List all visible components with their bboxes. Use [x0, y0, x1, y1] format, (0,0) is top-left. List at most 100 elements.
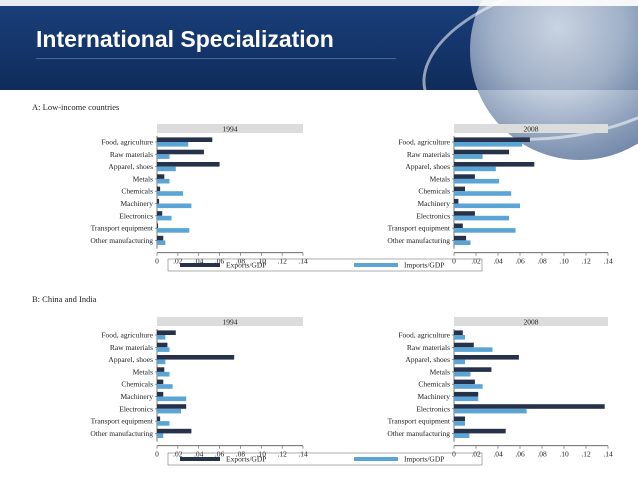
- category-label: Machinery: [418, 392, 451, 401]
- bar-exports: [454, 379, 475, 385]
- bar-exports: [454, 235, 467, 241]
- bar-imports: [157, 371, 170, 377]
- bar-imports: [157, 433, 164, 438]
- bar-exports: [157, 174, 165, 179]
- legend-label-imports: Imports/GDP: [404, 455, 444, 464]
- bar-imports: [157, 384, 173, 389]
- bar-imports: [157, 178, 170, 184]
- x-tick-label: .14: [603, 257, 613, 266]
- x-tick-label: .06: [515, 257, 525, 266]
- x-tick-label: .04: [194, 450, 204, 459]
- bar-imports: [454, 359, 465, 365]
- bar-exports: [454, 342, 474, 348]
- x-tick-label: .10: [257, 257, 267, 266]
- bar-imports: [454, 371, 471, 377]
- category-label: Food, agriculture: [101, 331, 153, 340]
- bar-exports: [454, 428, 506, 434]
- category-label: Raw materials: [407, 343, 450, 352]
- bar-exports: [454, 391, 479, 397]
- x-tick-label: .10: [257, 450, 267, 459]
- bar-imports: [454, 178, 500, 184]
- x-tick-label: .04: [194, 257, 204, 266]
- bar-exports: [157, 342, 168, 348]
- bar-exports: [157, 198, 160, 204]
- chart-title-band: [157, 124, 303, 133]
- bar-exports: [157, 416, 161, 422]
- category-label: Metals: [133, 174, 153, 183]
- category-label: Other manufacturing: [90, 236, 153, 245]
- bar-exports: [157, 379, 164, 385]
- bar-imports: [157, 347, 170, 352]
- category-label: Machinery: [121, 392, 154, 401]
- bar-imports: [454, 154, 483, 159]
- bar-imports: [157, 396, 187, 402]
- bar-imports: [454, 215, 509, 221]
- bar-exports: [454, 137, 530, 142]
- category-label: Raw materials: [110, 343, 153, 352]
- chart-title: 2008: [524, 318, 539, 327]
- category-label: Electronics: [416, 211, 450, 220]
- x-tick-label: .10: [559, 450, 569, 459]
- category-label: Metals: [430, 174, 450, 183]
- slide-title: International Specialization: [36, 26, 334, 52]
- bar-exports: [454, 404, 605, 409]
- legend-box: [167, 258, 483, 272]
- bar-exports: [157, 355, 235, 360]
- bar-exports: [454, 330, 463, 335]
- category-label: Food, agriculture: [101, 138, 153, 147]
- legend-box: [167, 452, 483, 466]
- category-label: Chemicals: [418, 187, 450, 196]
- bar-imports: [157, 142, 189, 147]
- bar-imports: [454, 191, 512, 196]
- x-tick-label: .08: [537, 450, 547, 459]
- category-label: Chemicals: [121, 187, 153, 196]
- bar-exports: [157, 428, 192, 434]
- bar-exports: [454, 198, 459, 204]
- bar-exports: [157, 137, 213, 142]
- bar-imports: [454, 228, 516, 233]
- legend-swatch-exports: [180, 263, 220, 267]
- x-tick-label: .12: [581, 450, 591, 459]
- x-tick-label: 0: [452, 257, 456, 266]
- bar-exports: [157, 223, 159, 229]
- bar-exports: [454, 211, 475, 216]
- panel-label: B: China and India: [32, 294, 97, 304]
- chart-2: 2008 Food, agriculture Raw materials Appare…: [387, 124, 613, 266]
- x-tick-label: .04: [493, 450, 503, 459]
- chart-title-band: [157, 317, 303, 326]
- category-label: Raw materials: [110, 150, 153, 159]
- category-label: Other manufacturing: [387, 236, 450, 245]
- bar-exports: [157, 404, 187, 409]
- bar-imports: [157, 335, 166, 340]
- category-label: Apparel, shoes: [108, 162, 153, 171]
- legend-2: Exports/GDP Imports/GDP: [167, 452, 483, 466]
- bar-exports: [157, 391, 164, 397]
- x-tick-label: 0: [155, 257, 159, 266]
- bar-exports: [454, 149, 509, 155]
- x-tick-label: 0: [452, 450, 456, 459]
- charts-figure: A: Low-income countries 1994 Food, agricul…: [32, 102, 613, 466]
- legend-label-exports: Exports/GDP: [226, 261, 266, 270]
- x-tick-label: .12: [581, 257, 591, 266]
- legend-swatch-imports: [354, 263, 398, 267]
- panel-label: A: Low-income countries: [32, 102, 119, 112]
- bar-imports: [454, 166, 496, 172]
- bar-exports: [454, 355, 519, 360]
- bar-exports: [454, 416, 465, 422]
- bar-imports: [157, 240, 166, 245]
- bar-imports: [157, 154, 170, 159]
- category-label: Transport equipment: [91, 417, 154, 426]
- chart-title-band: [454, 124, 608, 133]
- bar-imports: [157, 191, 184, 196]
- x-tick-label: .12: [277, 257, 287, 266]
- x-tick-label: .02: [471, 450, 481, 459]
- category-label: Transport equipment: [388, 224, 451, 233]
- category-label: Electronics: [416, 404, 450, 413]
- category-label: Raw materials: [407, 150, 450, 159]
- bar-exports: [157, 149, 204, 155]
- category-label: Electronics: [119, 404, 153, 413]
- category-label: Food, agriculture: [398, 138, 450, 147]
- category-label: Chemicals: [418, 380, 450, 389]
- bar-exports: [454, 367, 492, 372]
